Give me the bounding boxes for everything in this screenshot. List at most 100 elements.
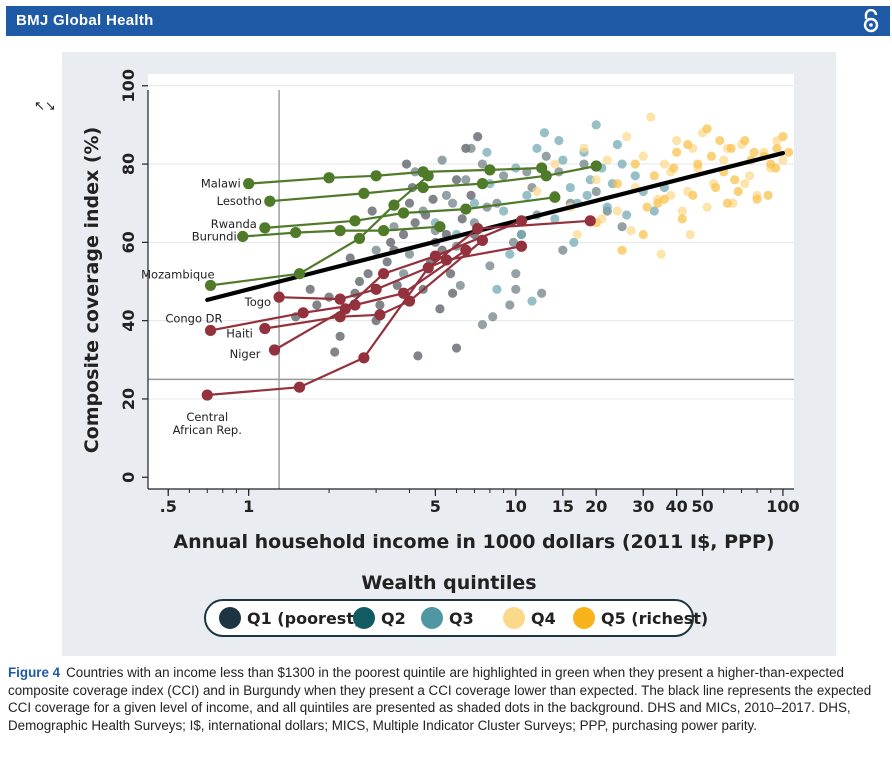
background-point-q1: [398, 229, 409, 240]
background-point-q3: [558, 155, 568, 165]
background-point-q3: [582, 190, 592, 200]
background-point-q4: [532, 186, 542, 197]
country-point-mozambique: [422, 170, 434, 182]
country-point-lesotho: [540, 170, 552, 182]
background-point-q4: [685, 229, 695, 240]
background-point-q3: [539, 128, 550, 138]
reference-lines: [148, 90, 794, 489]
background-point-q3: [649, 206, 659, 216]
background-point-q1: [401, 159, 412, 169]
x-tick-label: 10: [505, 497, 527, 516]
background-point-q2: [541, 151, 551, 161]
country-point-lesotho: [417, 181, 429, 194]
background-point-q3: [482, 147, 492, 157]
background-point-q1: [451, 343, 462, 353]
legend-swatch: [421, 607, 443, 629]
background-point-q2: [485, 261, 495, 271]
x-tick-label: 50: [691, 497, 713, 516]
country-point-togo: [334, 293, 346, 305]
country-point-malawi: [323, 172, 335, 184]
background-point-q2: [488, 312, 498, 322]
journal-title: BMJ Global Health: [16, 12, 154, 29]
country-point-lesotho: [358, 187, 370, 200]
background-point-q5: [763, 190, 773, 200]
background-point-q4: [626, 226, 636, 236]
background-point-q1: [386, 237, 396, 247]
legend-label: Q1 (poorest): [247, 609, 361, 628]
background-point-q2: [579, 159, 589, 169]
legend-label: Q4: [531, 609, 556, 628]
legend-label: Q2: [381, 609, 406, 628]
background-point-q4: [677, 206, 687, 216]
country-point-burundi: [377, 225, 390, 237]
background-point-q5: [752, 194, 762, 204]
background-point-q4: [622, 132, 632, 142]
country-point-niger: [377, 268, 390, 280]
country-line-lesotho: [269, 164, 597, 203]
legend-swatch: [573, 607, 595, 629]
country-point-central-african-rep: [293, 381, 306, 393]
background-point-q5: [726, 143, 736, 153]
background-point-q3: [527, 296, 537, 306]
country-point-niger: [268, 344, 281, 356]
background-point-q5: [693, 159, 703, 169]
background-point-q3: [550, 214, 560, 224]
x-tick-label: 30: [632, 497, 654, 516]
background-point-q1: [410, 218, 420, 228]
background-point-q1: [324, 292, 334, 302]
background-point-q5: [772, 143, 782, 153]
background-point-q1: [428, 194, 438, 204]
background-point-q1: [447, 288, 458, 298]
background-point-q3: [469, 198, 480, 208]
legend-title: Wealth quintiles: [361, 572, 536, 594]
background-point-q2: [461, 175, 471, 185]
legend-box: [204, 599, 694, 637]
background-point-q5: [784, 147, 794, 157]
background-point-q2: [617, 222, 627, 232]
background-point-q2: [447, 198, 458, 208]
resize-arrows-icon[interactable]: ↖↘: [34, 98, 56, 113]
background-point-q1: [305, 284, 315, 294]
background-point-q1: [354, 276, 365, 287]
country-line-malawi: [248, 166, 542, 185]
background-point-q2: [511, 284, 521, 294]
background-point-q1: [367, 206, 377, 216]
background-point-q5: [722, 198, 733, 208]
background-point-q5: [649, 171, 659, 181]
country-point-togo: [370, 283, 382, 295]
country-point-niger: [515, 215, 528, 227]
country-line-central-african-rep: [207, 219, 591, 397]
y-tick-label: 100: [119, 69, 138, 102]
background-point-q5: [733, 186, 743, 197]
x-tick-label: 15: [552, 497, 574, 516]
open-access-lock-icon[interactable]: [860, 9, 882, 33]
country-label-mozambique: Mozambique: [141, 267, 214, 281]
legend-swatch: [503, 607, 525, 629]
country-point-burundi: [290, 226, 302, 239]
country-label-togo: Togo: [244, 295, 271, 309]
background-point-q3: [617, 159, 627, 169]
background-point-q3: [516, 229, 527, 240]
country-point-central-african-rep: [201, 389, 213, 401]
background-point-q2: [441, 190, 452, 200]
background-point-q1: [330, 347, 340, 357]
background-point-q2: [508, 237, 519, 247]
country-point-rwanda: [549, 191, 561, 203]
country-point-congo-dr: [397, 287, 410, 299]
background-point-q4: [612, 206, 622, 216]
background-point-q5: [683, 139, 693, 150]
background-point-q1: [345, 253, 355, 263]
country-label-malawi: Malawi: [201, 177, 241, 191]
country-point-burundi: [434, 221, 446, 233]
background-point-q5: [706, 151, 717, 161]
country-point-haiti: [259, 322, 271, 335]
background-point-q1: [445, 269, 456, 279]
background-point-q4: [659, 159, 670, 169]
background-point-q4: [646, 112, 656, 122]
x-axis-label: Annual household income in 1000 dollars …: [173, 531, 774, 553]
country-point-congo-dr: [204, 324, 217, 337]
y-axis-label: Composite coverage index (%): [81, 127, 103, 454]
background-point-q3: [554, 135, 564, 146]
background-point-q5: [642, 202, 652, 212]
